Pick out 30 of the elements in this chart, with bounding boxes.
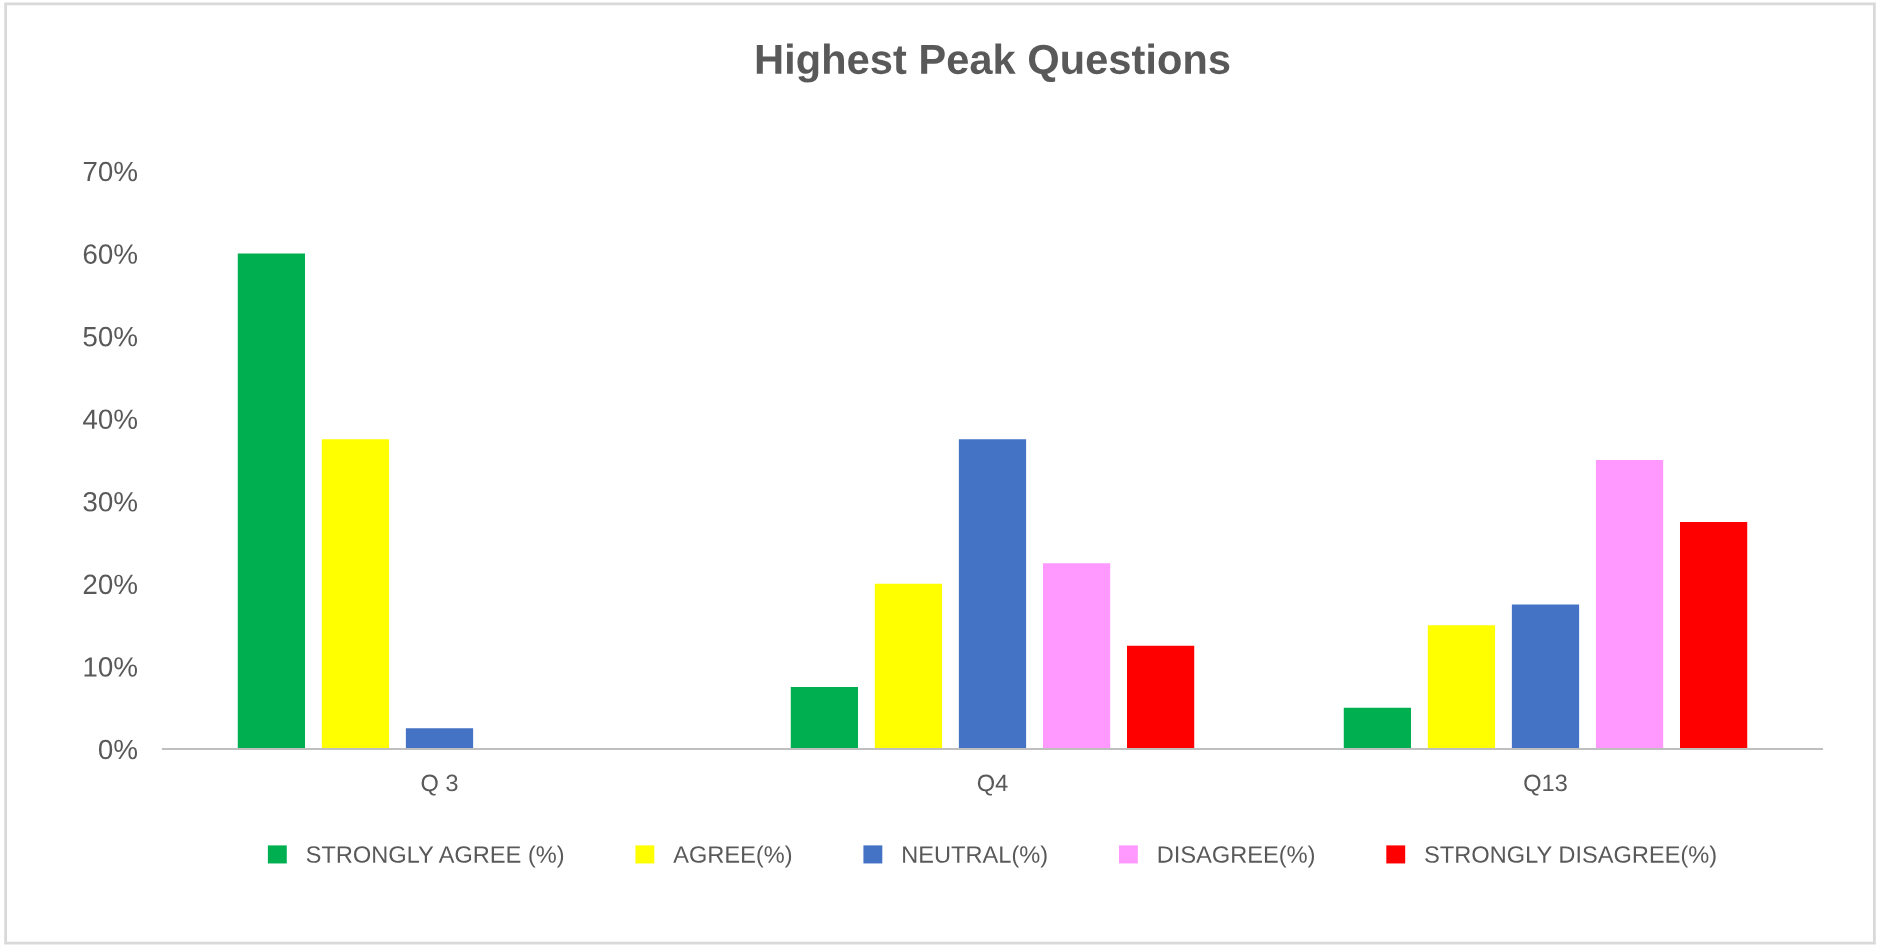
bar	[1126, 645, 1195, 749]
y-tick-label: 30%	[83, 491, 138, 512]
y-tick-label: 0%	[98, 739, 138, 760]
bar	[321, 439, 390, 749]
y-tick-label: 40%	[83, 409, 138, 430]
bar	[1511, 604, 1580, 749]
y-tick-label: 50%	[83, 326, 138, 347]
y-tick-label: 70%	[83, 161, 138, 182]
x-tick-label: Q4	[977, 774, 1008, 796]
bar	[1595, 460, 1664, 749]
legend-label: DISAGREE(%)	[1158, 845, 1315, 868]
bar	[1343, 707, 1412, 749]
bar	[1427, 625, 1496, 749]
bar	[958, 439, 1027, 749]
y-tick-label: 60%	[83, 244, 138, 264]
chart-title: Highest Peak Questions	[756, 43, 1230, 83]
bar	[874, 583, 943, 749]
legend-label: NEUTRAL(%)	[903, 845, 1047, 868]
legend-label: AGREE(%)	[673, 845, 792, 868]
x-tick-label: Q 3	[421, 774, 458, 796]
bar	[1042, 563, 1111, 749]
y-tick-label: 20%	[83, 574, 138, 595]
x-tick-label: Q13	[1524, 774, 1567, 796]
bar	[1679, 521, 1748, 749]
bar	[405, 728, 474, 749]
legend-label: STRONGLY AGREE (%)	[306, 845, 564, 868]
y-tick-label: 10%	[84, 657, 138, 677]
bar	[790, 687, 859, 749]
legend-label: STRONGLY DISAGREE(%)	[1425, 845, 1716, 868]
bar	[237, 253, 306, 749]
